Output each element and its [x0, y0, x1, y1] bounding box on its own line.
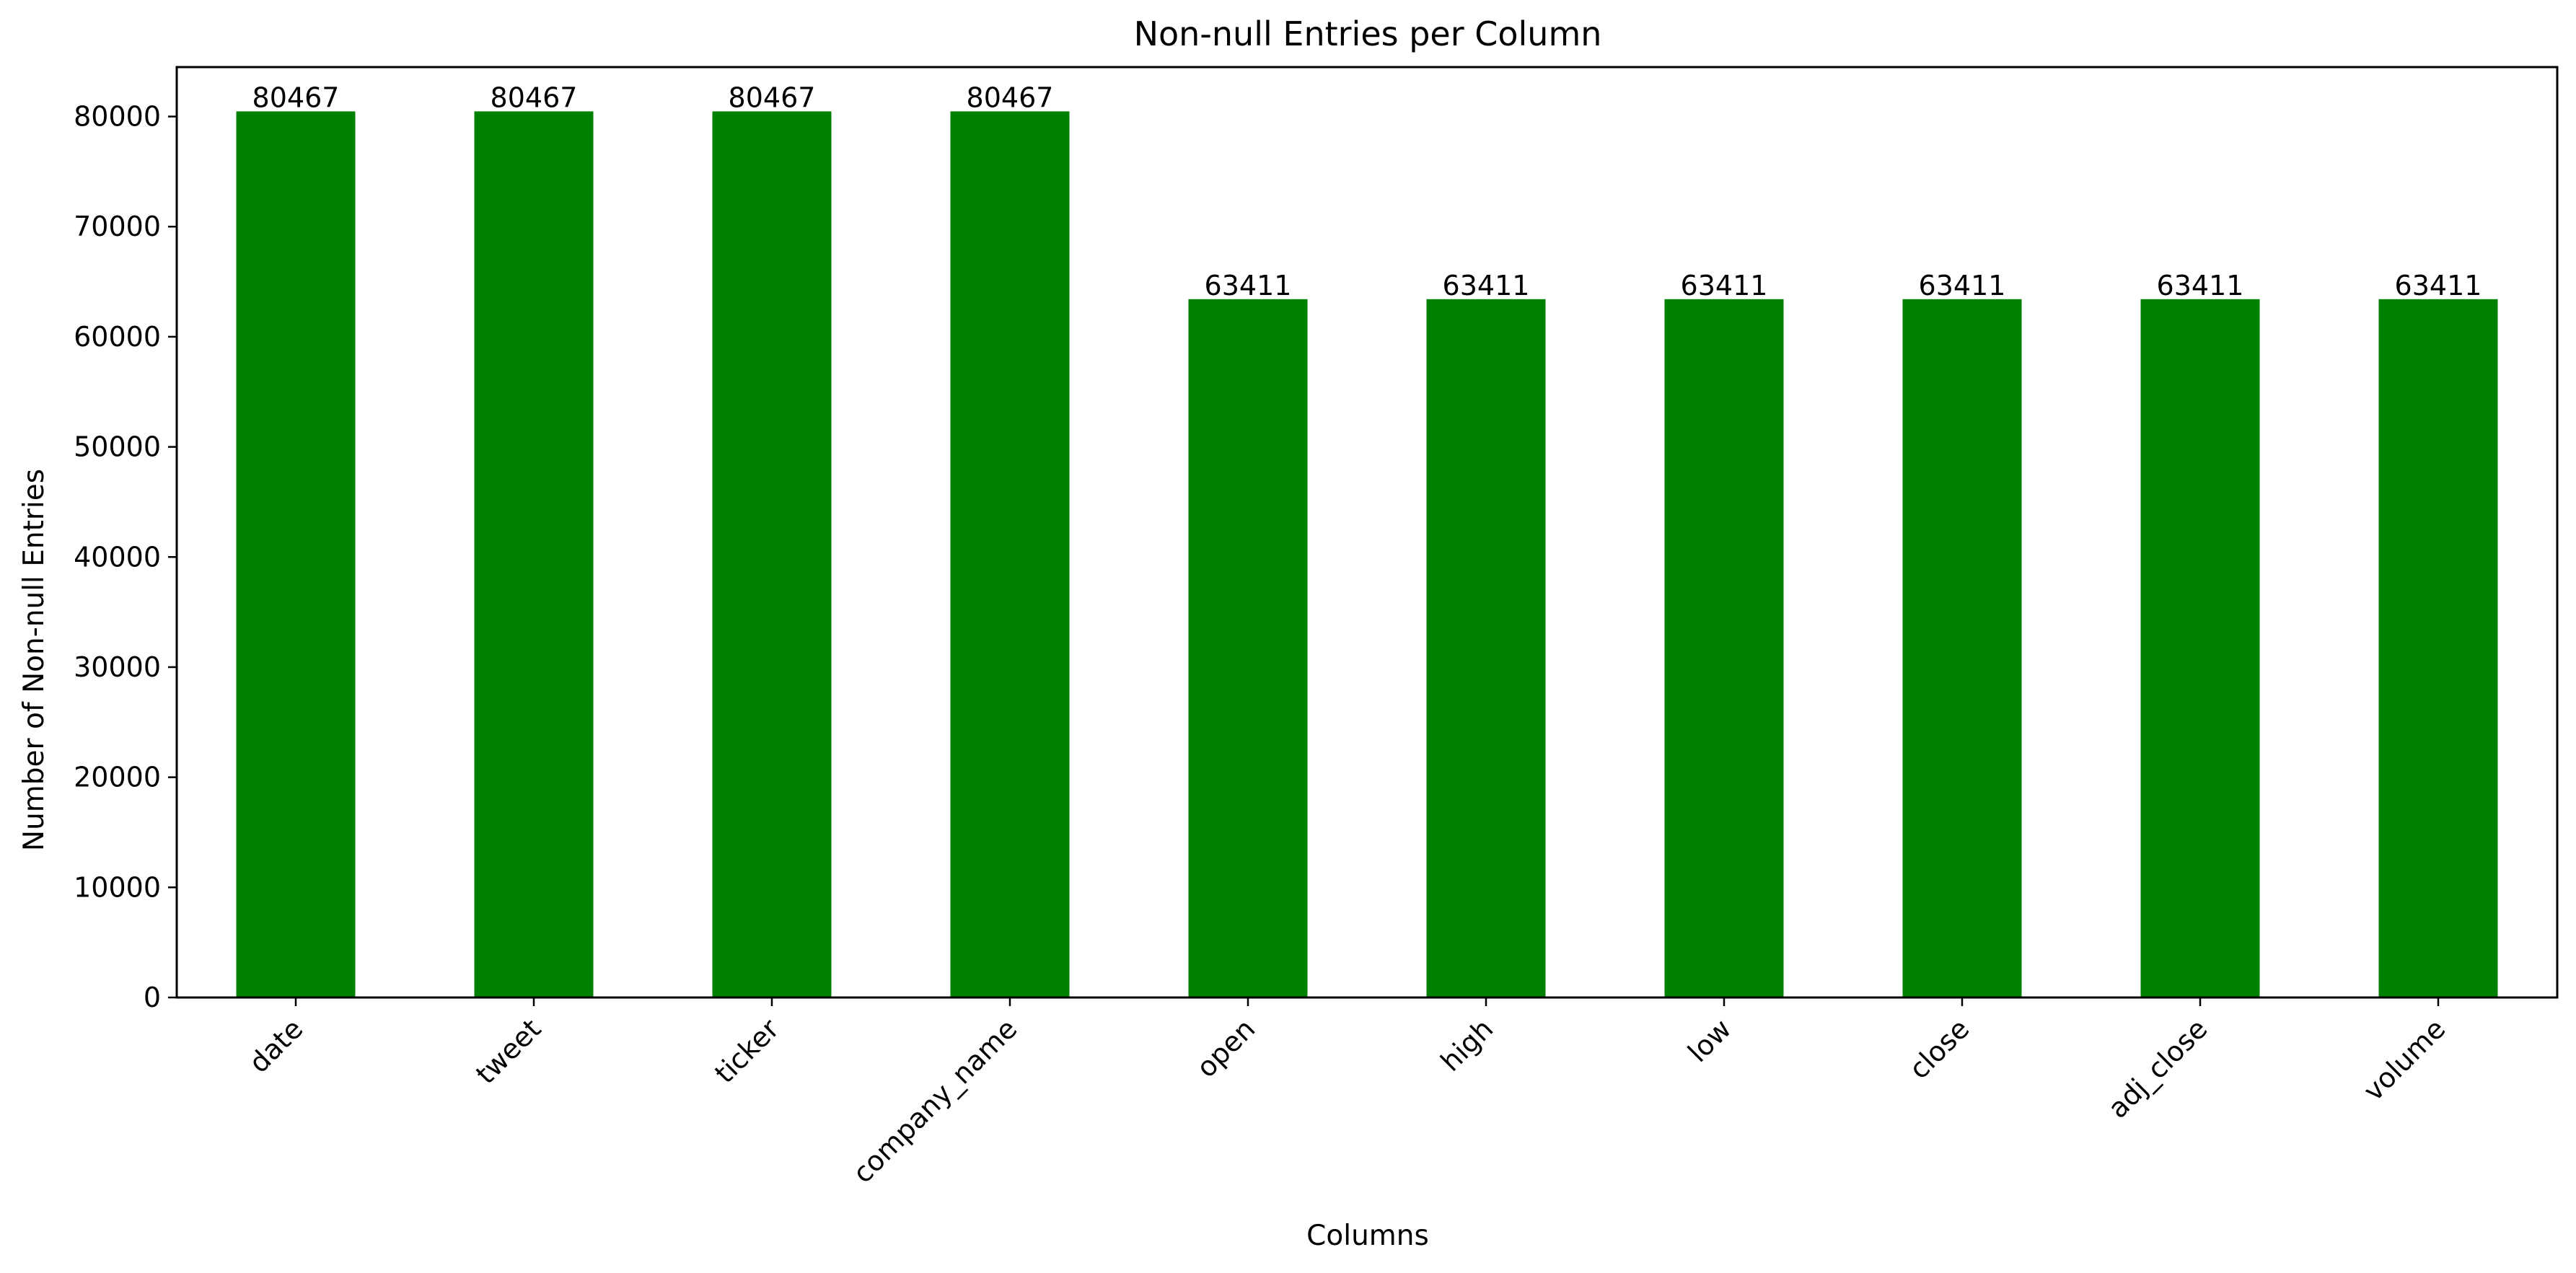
bar-ticker — [712, 111, 832, 998]
bar-value-label: 80467 — [252, 82, 340, 113]
x-tick-label: high — [1435, 1013, 1500, 1078]
y-tick-label: 30000 — [74, 651, 161, 683]
chart-title: Non-null Entries per Column — [1134, 14, 1602, 53]
bar-value-label: 63411 — [1919, 270, 2006, 301]
bar-adj-close — [2140, 299, 2260, 998]
y-axis-ticks: 0 10000 20000 30000 40000 50000 60000 70000 8000… — [74, 101, 177, 1013]
bar-volume — [2378, 299, 2498, 998]
x-axis-ticks: date tweet ticker company_name open high low cl… — [243, 997, 2452, 1189]
bar-value-label: 80467 — [729, 82, 816, 113]
bars — [236, 111, 2498, 998]
bar-low — [1664, 299, 1784, 998]
bar-close — [1902, 299, 2022, 998]
x-tick-label: close — [1903, 1013, 1975, 1085]
y-tick-label: 40000 — [74, 541, 161, 573]
bar-high — [1426, 299, 1546, 998]
x-tick-label: open — [1190, 1013, 1261, 1083]
x-tick-label: tweet — [470, 1013, 547, 1090]
y-tick-label: 50000 — [74, 431, 161, 463]
bar-value-label: 63411 — [2395, 270, 2482, 301]
y-tick-label: 0 — [144, 982, 161, 1013]
bar-value-label: 80467 — [491, 82, 578, 113]
y-tick-label: 20000 — [74, 762, 161, 793]
bar-date — [236, 111, 356, 998]
bar-value-label: 63411 — [1681, 270, 1768, 301]
x-tick-label: low — [1682, 1013, 1737, 1068]
y-tick-label: 80000 — [74, 101, 161, 133]
bar-company-name — [950, 111, 1070, 998]
y-tick-label: 60000 — [74, 321, 161, 353]
x-axis-title: Columns — [1306, 1220, 1429, 1252]
plot-frame — [175, 66, 2559, 999]
x-tick-label: ticker — [708, 1013, 785, 1089]
bar-value-label: 63411 — [1205, 270, 1292, 301]
y-axis-title: Number of Non-null Entries — [18, 469, 50, 851]
bar-open — [1188, 299, 1308, 998]
bar-value-label: 63411 — [2157, 270, 2244, 301]
x-tick-label: date — [243, 1013, 309, 1079]
x-tick-label: company_name — [847, 1013, 1024, 1189]
x-tick-label: adj_close — [2102, 1013, 2214, 1124]
bar-data-labels: 80467 80467 80467 80467 63411 63411 63411 63411… — [252, 82, 2482, 301]
bar-tweet — [474, 111, 594, 998]
bar-value-label: 80467 — [967, 82, 1054, 113]
y-tick-label: 70000 — [74, 211, 161, 242]
bar-value-label: 63411 — [1443, 270, 1530, 301]
y-tick-label: 10000 — [74, 871, 161, 903]
x-tick-label: volume — [2357, 1013, 2452, 1107]
